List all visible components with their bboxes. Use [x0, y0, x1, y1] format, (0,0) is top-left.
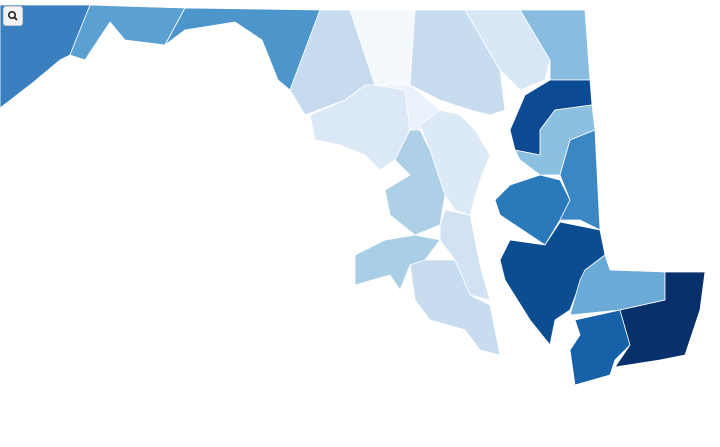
county-region	[69, 4, 186, 61]
county-region	[494, 174, 571, 246]
search-icon	[8, 11, 18, 21]
county-region	[614, 271, 706, 368]
zoom-button[interactable]	[3, 6, 23, 26]
county-region	[569, 309, 631, 386]
county-region	[499, 221, 606, 346]
county-region	[409, 259, 501, 356]
county-region	[354, 234, 441, 291]
county-region	[559, 129, 601, 231]
